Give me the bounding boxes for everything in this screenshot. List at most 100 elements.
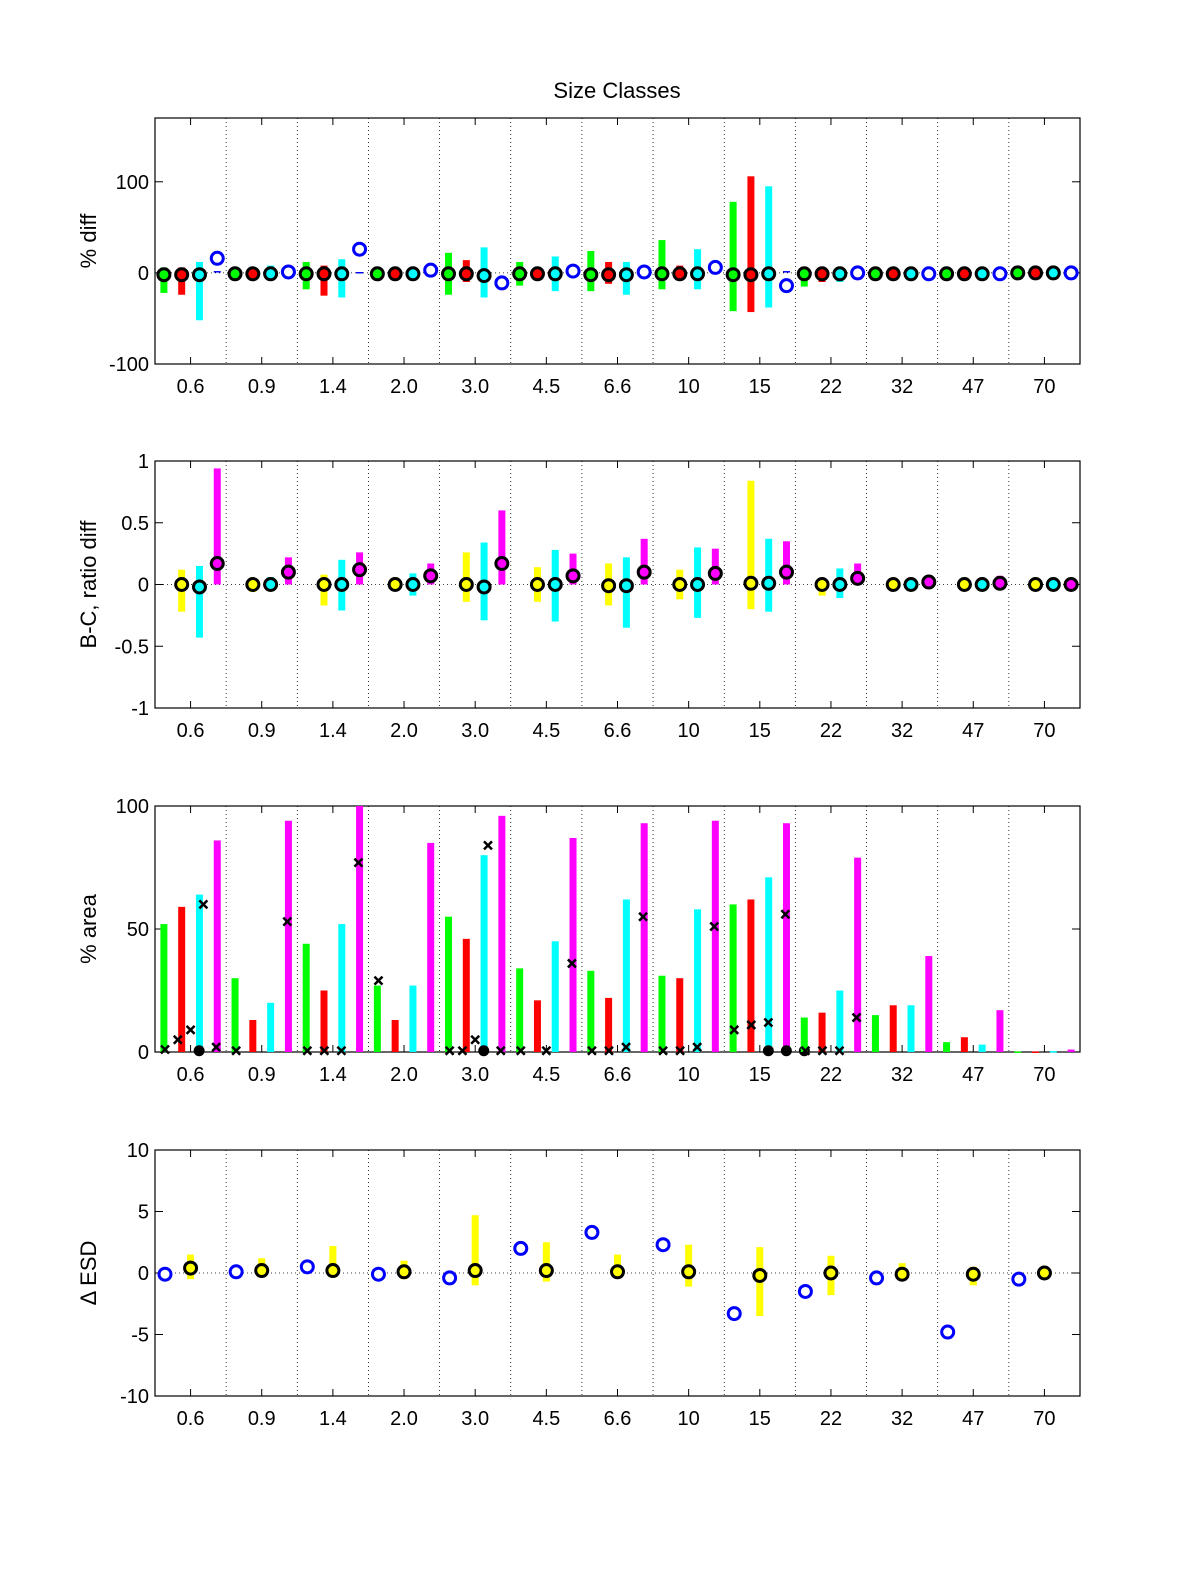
bar-group — [458, 510, 510, 621]
circle-marker — [850, 570, 866, 586]
bar — [516, 968, 524, 1052]
y-axis-label: % area — [76, 893, 101, 963]
bar-group — [867, 266, 937, 282]
x-tick-label: 0.9 — [248, 1064, 276, 1086]
bar-group — [529, 549, 581, 622]
bar-group — [956, 575, 1008, 592]
circle-marker — [921, 574, 937, 590]
cross-marker — [604, 1045, 614, 1056]
circle-marker — [512, 266, 528, 282]
bar — [551, 941, 559, 1052]
circle-marker — [387, 577, 403, 592]
bar — [480, 855, 488, 1052]
cross-marker — [160, 1044, 170, 1055]
cross-marker — [515, 1045, 526, 1056]
bar-group — [444, 815, 506, 1057]
blue-circle — [370, 1266, 386, 1282]
bar-group — [302, 806, 364, 1056]
x-tick-label: 0.6 — [177, 376, 205, 398]
circle-marker — [245, 577, 261, 592]
cross-stroke — [729, 1024, 740, 1035]
cross-marker — [373, 975, 384, 986]
x-tick-label: 0.9 — [248, 376, 276, 398]
y-tick-label: -10 — [120, 1386, 149, 1408]
bar — [729, 904, 737, 1052]
circle-marker — [334, 266, 350, 282]
bar-group — [885, 574, 937, 592]
cross-marker — [302, 1045, 313, 1056]
bar-group — [1028, 577, 1079, 592]
y-tick-label: 0 — [138, 263, 149, 285]
bar — [871, 1015, 879, 1052]
black-circle — [467, 1263, 483, 1279]
bar-group — [814, 563, 866, 599]
circle-marker — [529, 577, 545, 592]
bar-group — [316, 552, 368, 611]
circle-marker — [707, 565, 723, 581]
x-tick-label: 6.6 — [604, 376, 632, 398]
x-tick-label: 15 — [749, 1408, 771, 1430]
blue-circle — [513, 1240, 529, 1256]
bar — [498, 510, 506, 585]
circle-marker — [245, 266, 261, 282]
panel-3: 0 50 100 % area 0.6 0.9 1.4 2.0 3.0 4.5 6.6 10 15 22 3… — [76, 796, 1081, 1086]
circle-marker — [529, 266, 545, 282]
cross-stroke — [160, 1044, 170, 1055]
bar — [658, 975, 666, 1052]
black-circle — [396, 1264, 412, 1280]
bar — [658, 240, 666, 290]
x-tick-label: 70 — [1033, 376, 1055, 398]
bar-group — [373, 842, 435, 1052]
cross-marker — [638, 911, 648, 922]
x-tick-label: 10 — [678, 720, 700, 742]
bar-group — [729, 823, 810, 1057]
cross-stroke — [541, 1045, 552, 1056]
blue-circle — [157, 1266, 173, 1282]
cross-stroke — [638, 911, 648, 922]
cross-marker — [567, 958, 577, 969]
cross-stroke — [692, 1042, 703, 1052]
cross-stroke — [567, 958, 577, 969]
bar-group — [245, 557, 296, 592]
circle-marker — [1063, 265, 1079, 281]
circle-marker — [352, 241, 368, 257]
cross-stroke — [231, 1045, 242, 1056]
bar-group — [387, 563, 439, 596]
x-tick-label: 4.5 — [532, 720, 560, 742]
yellow-bar — [329, 1245, 337, 1277]
x-tick-label: 70 — [1033, 1408, 1055, 1430]
circle-marker — [743, 267, 759, 283]
circle-marker — [743, 575, 759, 591]
cross-marker — [470, 1034, 481, 1045]
bar — [249, 1020, 257, 1052]
bar — [765, 538, 773, 612]
bar — [195, 565, 203, 638]
bar — [782, 271, 790, 273]
circle-marker — [263, 266, 279, 282]
x-tick-label: 4.5 — [532, 1408, 560, 1430]
cross-marker — [709, 921, 720, 932]
cross-stroke — [658, 1045, 668, 1056]
bar — [1032, 1051, 1040, 1054]
circle-marker — [191, 579, 207, 595]
x-tick-label: 15 — [749, 720, 771, 742]
x-tick-label: 10 — [678, 1064, 700, 1086]
blue-circle — [655, 1237, 671, 1253]
cross-stroke — [817, 1045, 828, 1056]
circle-marker — [778, 278, 794, 294]
bar-group — [231, 820, 293, 1056]
bar-group — [156, 250, 225, 321]
bar — [925, 956, 933, 1052]
circle-marker — [156, 267, 172, 283]
circle-marker — [423, 262, 439, 278]
bar-group — [515, 837, 577, 1056]
bar — [356, 271, 364, 274]
y-tick-label: -5 — [131, 1325, 149, 1347]
circle-marker — [707, 259, 723, 275]
x-tick-label: 15 — [749, 1064, 771, 1086]
bar — [996, 1010, 1004, 1052]
circle-marker — [280, 564, 296, 580]
bar-group — [587, 823, 648, 1056]
cross-marker — [319, 1045, 330, 1056]
circle-marker — [654, 266, 670, 282]
